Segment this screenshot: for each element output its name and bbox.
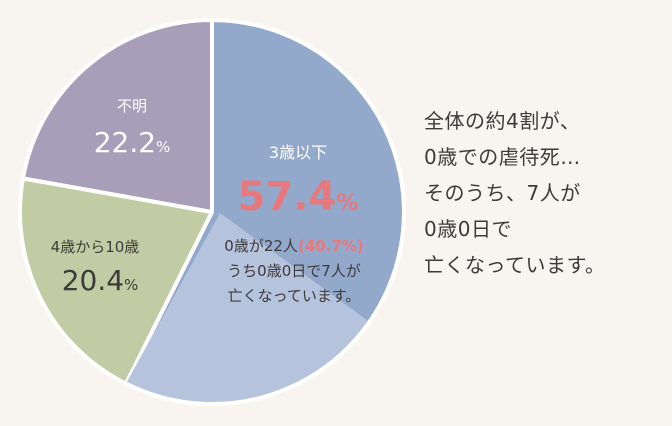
annotation-text: 0歳が22人 (224, 237, 298, 255)
slice-value-unknown-number: 22.2 (94, 126, 156, 159)
slice-label-age-4-10: 4歳から10歳 (51, 238, 140, 256)
side-caption-line: 亡くなっています。 (424, 253, 606, 277)
slice-value-age-3-under-unit: % (336, 191, 358, 216)
annotation-highlight: (40.7%) (298, 237, 364, 255)
slice-value-age-4-10-unit: % (124, 276, 138, 294)
pie-slice-2 (20, 18, 214, 214)
slice-label-age-3-under: 3歳以下 (269, 143, 327, 162)
pie-slice-1 (17, 176, 214, 386)
side-caption-line: そのうち、7人が (424, 181, 581, 205)
pie-sub-slice (125, 213, 370, 405)
pie-slice-outline (125, 17, 406, 406)
slice-value-age-3-under: 57.4% (238, 174, 359, 220)
annotation-line-3: 亡くなっています。 (228, 287, 361, 305)
side-caption-line: 全体の約4割が、 (424, 109, 581, 133)
slice-value-age-3-under-number: 57.4 (238, 174, 337, 220)
slice-value-unknown-unit: % (156, 138, 170, 156)
annotation-line-2: うち0歳0日で7人が (227, 262, 361, 280)
slice-label-unknown: 不明 (117, 97, 147, 115)
side-caption: 全体の約4割が、 0歳での虐待死… そのうち、7人が 0歳0日で 亡くなっていま… (424, 103, 664, 283)
side-caption-line: 0歳0日で (424, 217, 512, 241)
annotation-line-1: 0歳が22人(40.7%) (224, 237, 363, 255)
side-caption-line: 0歳での虐待死… (424, 145, 581, 169)
slice-value-unknown: 22.2% (94, 126, 171, 159)
slice-value-age-4-10-number: 20.4 (62, 264, 124, 297)
slice-value-age-4-10: 20.4% (62, 264, 139, 297)
